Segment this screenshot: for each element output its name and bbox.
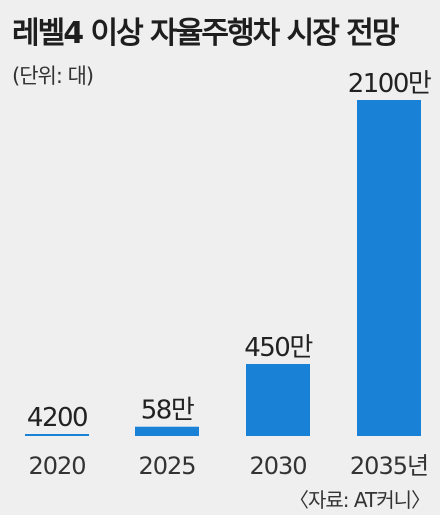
category-label: 2030 bbox=[249, 452, 306, 480]
bar-2020 bbox=[25, 434, 89, 436]
chart-title: 레벨4 이상 자율주행차 시장 전망 bbox=[12, 16, 399, 51]
category-label: 2020 bbox=[28, 452, 85, 480]
source-note: 〈자료: AT커니〉 bbox=[288, 488, 431, 512]
category-label: 2035년 bbox=[350, 452, 428, 480]
value-label: 4200 bbox=[27, 403, 87, 433]
value-label: 450만 bbox=[244, 333, 312, 363]
bar-2030 bbox=[246, 364, 310, 436]
category-label: 2025 bbox=[138, 452, 195, 480]
bar-2025 bbox=[135, 426, 199, 436]
value-label: 2100만 bbox=[348, 69, 431, 99]
bar-2035년 bbox=[357, 100, 421, 436]
value-label: 58만 bbox=[141, 396, 194, 426]
unit-note: (단위: 대) bbox=[12, 64, 94, 88]
